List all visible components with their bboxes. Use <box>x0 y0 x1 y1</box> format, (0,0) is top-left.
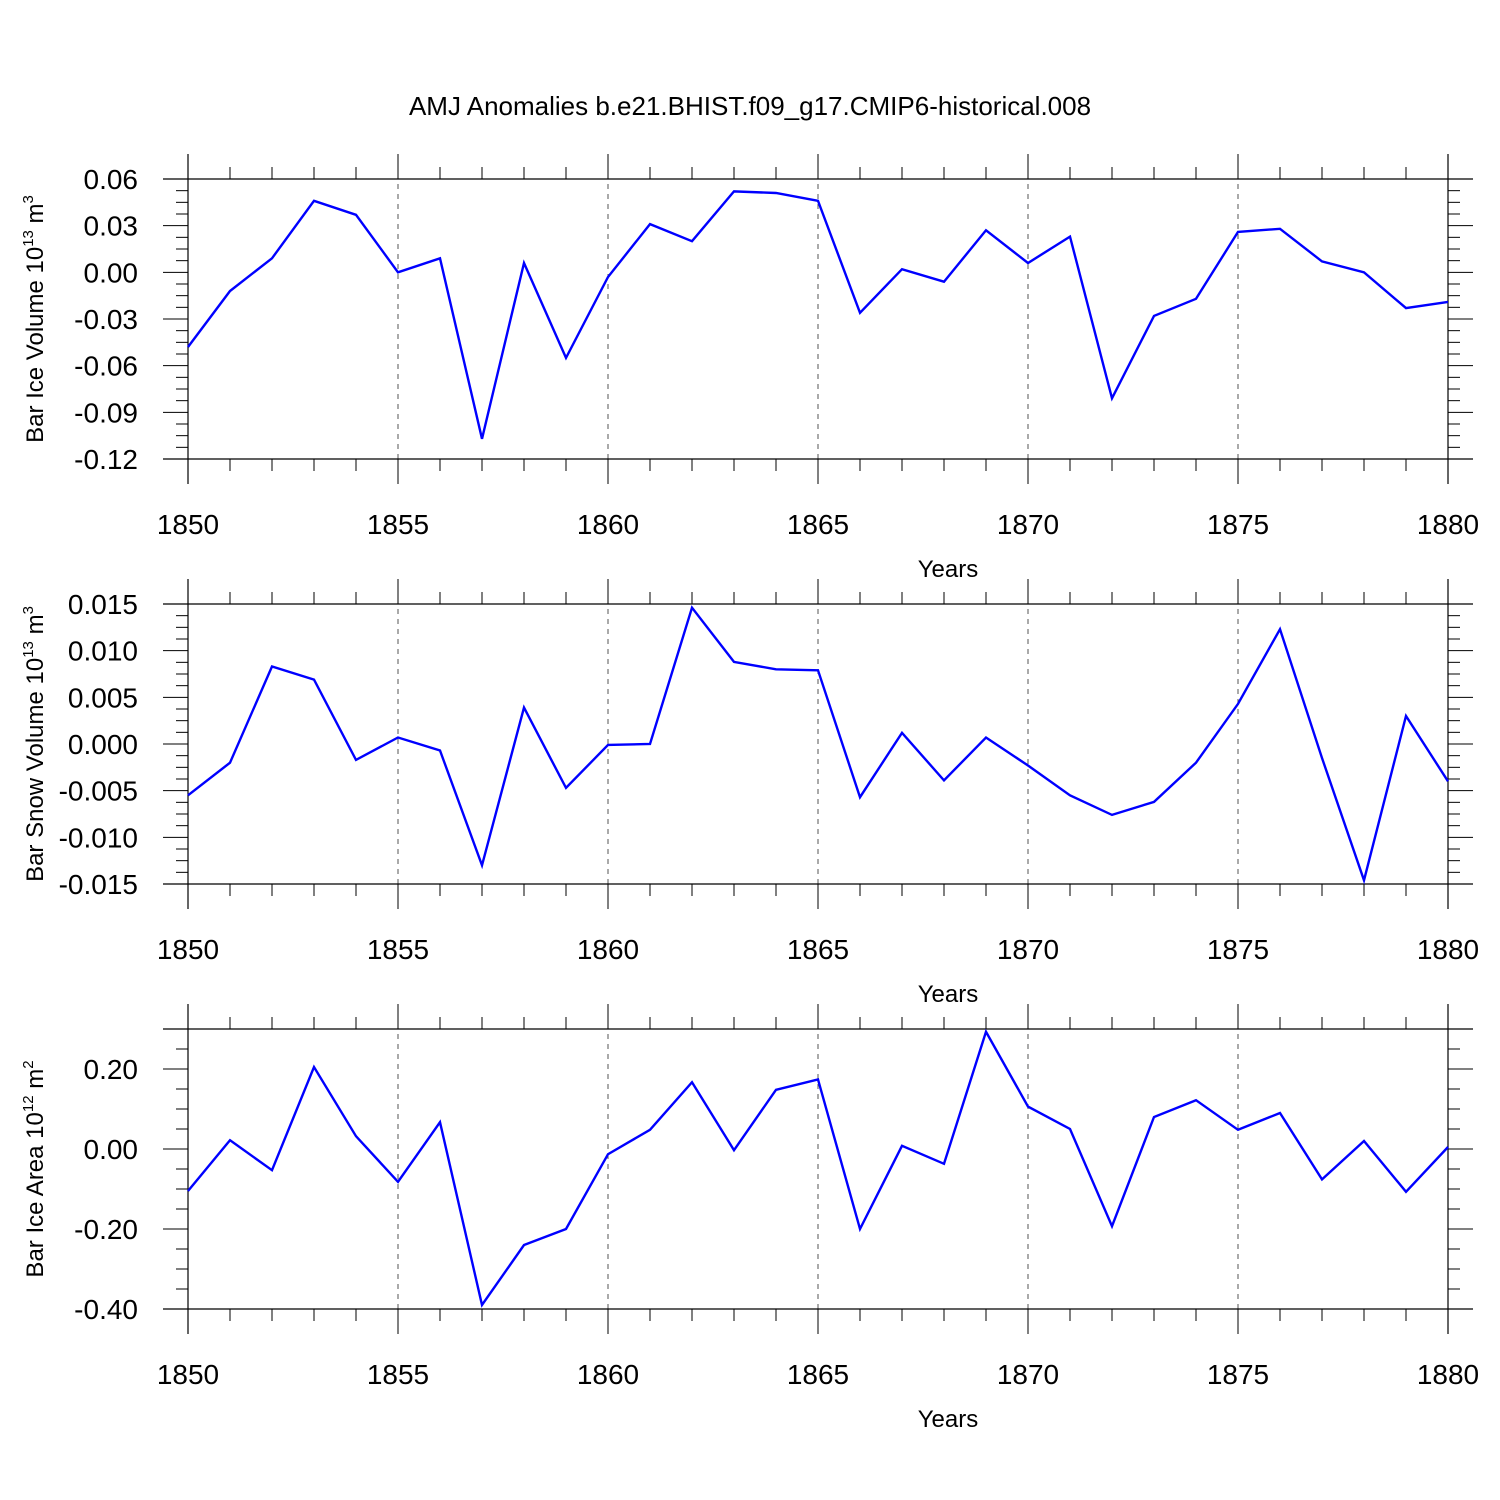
y-axis-label-unit: m <box>22 203 49 230</box>
panel-2: 1850 1855 1860 1865 1870 1875 1880 -0.015 -0.010… <box>20 579 1479 1008</box>
y-tick-label: 0.010 <box>68 636 138 667</box>
y-axis-label-text: Bar Ice Volume 10 <box>22 247 49 443</box>
x-axis-label: Years <box>918 556 979 583</box>
y-axis-label-unit: m <box>22 1069 49 1096</box>
x-tick-label: 1870 <box>997 1359 1059 1390</box>
y-axis-label-exponent: 13 <box>20 641 37 658</box>
y-tick-label: 0.005 <box>68 682 138 713</box>
y-axis-label-unit-exponent: 2 <box>20 1060 37 1068</box>
x-axis-label: Years <box>918 1406 979 1433</box>
x-tick-label: 1880 <box>1417 934 1479 965</box>
y-tick-label: -0.010 <box>59 822 138 853</box>
y-axis-label: Bar Ice Area 1012 m2 <box>20 1060 49 1277</box>
y-tick-label: 0.20 <box>84 1054 139 1085</box>
y-axis-label-text: Bar Ice Area 10 <box>22 1112 49 1277</box>
x-tick-label: 1865 <box>787 509 849 540</box>
y-tick-label: -0.03 <box>74 304 138 335</box>
series-line <box>187 190 1449 440</box>
y-axis-label-unit-exponent: 3 <box>20 195 37 203</box>
x-tick-label: 1850 <box>157 1359 219 1390</box>
series-line <box>187 1028 1449 1308</box>
series-line <box>187 605 1450 885</box>
x-tick-label: 1875 <box>1207 509 1269 540</box>
y-tick-label: 0.00 <box>84 1134 139 1165</box>
x-tick-label: 1880 <box>1417 509 1479 540</box>
y-axis-label-text: Bar Snow Volume 10 <box>22 658 49 882</box>
y-axis-label-exponent: 13 <box>20 230 37 247</box>
y-tick-label: -0.12 <box>74 444 138 475</box>
panels: 1850 1855 1860 1865 1870 1875 1880 -0.12 -0.09 -0… <box>20 154 1479 1433</box>
y-axis-label-unit-exponent: 3 <box>20 606 37 614</box>
y-axis-label: Bar Snow Volume 1013 m3 <box>20 606 49 882</box>
y-tick-label: -0.06 <box>74 351 138 382</box>
x-tick-label: 1860 <box>577 1359 639 1390</box>
x-tick-label: 1850 <box>157 509 219 540</box>
y-tick-label: -0.09 <box>74 397 138 428</box>
x-axis-label: Years <box>918 981 979 1008</box>
y-tick-label: 0.06 <box>84 164 139 195</box>
x-tick-label: 1865 <box>787 934 849 965</box>
y-tick-label: -0.20 <box>74 1214 138 1245</box>
x-tick-label: 1880 <box>1417 1359 1479 1390</box>
x-tick-label: 1855 <box>367 1359 429 1390</box>
x-tick-label: 1855 <box>367 509 429 540</box>
chart-title: AMJ Anomalies b.e21.BHIST.f09_g17.CMIP6-… <box>409 91 1091 121</box>
y-tick-label: 0.00 <box>84 257 139 288</box>
y-tick-label: 0.015 <box>68 589 138 620</box>
y-tick-label: -0.40 <box>74 1294 138 1325</box>
x-tick-label: 1875 <box>1207 934 1269 965</box>
x-tick-label: 1870 <box>997 509 1059 540</box>
y-axis-label-exponent: 12 <box>20 1095 37 1112</box>
x-tick-label: 1860 <box>577 934 639 965</box>
y-axis-label-unit: m <box>22 614 49 641</box>
y-tick-label: 0.03 <box>84 211 139 242</box>
y-axis-label: Bar Ice Volume 1013 m3 <box>20 195 49 443</box>
x-tick-label: 1850 <box>157 934 219 965</box>
y-tick-label: -0.005 <box>59 776 138 807</box>
y-tick-label: -0.015 <box>59 869 138 900</box>
x-tick-label: 1860 <box>577 509 639 540</box>
x-tick-label: 1875 <box>1207 1359 1269 1390</box>
y-tick-label: 0.000 <box>68 729 138 760</box>
x-tick-label: 1855 <box>367 934 429 965</box>
panel-1: 1850 1855 1860 1865 1870 1875 1880 -0.12 -0.09 -0… <box>20 154 1479 583</box>
x-tick-label: 1870 <box>997 934 1059 965</box>
x-tick-label: 1865 <box>787 1359 849 1390</box>
panel-3: 1850 1855 1860 1865 1870 1875 1880 -0.40 -0.20 0.… <box>20 1004 1479 1433</box>
